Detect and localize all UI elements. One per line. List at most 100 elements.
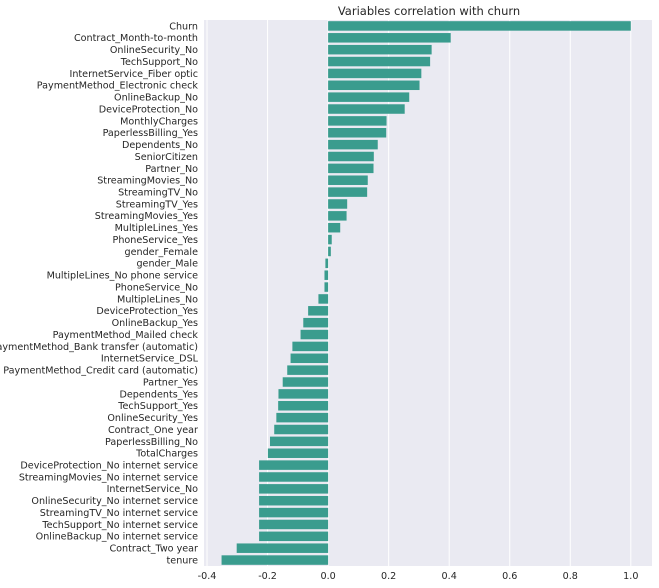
bar [328,139,378,150]
category-label: TechSupport_No internet service [41,520,198,531]
bar [328,92,410,102]
bar [292,341,329,352]
bar [328,175,368,185]
x-tick-label: 1.0 [623,571,638,582]
category-label: StreamingTV_No internet service [40,508,198,519]
category-label: MultipleLines_Yes [115,223,198,234]
category-label: Contract_Two year [109,544,198,555]
category-label: PaymentMethod_Credit card (automatic) [3,366,198,377]
bar [328,211,347,221]
category-label: InternetService_DSL [101,354,199,365]
bar [328,163,374,174]
bar [276,412,329,423]
category-label: MultipleLines_No phone service [47,271,199,282]
bar [259,472,329,482]
category-label: PhoneService_Yes [113,235,198,246]
bar [259,519,329,530]
category-label: Dependents_No [122,140,198,151]
category-label: Contract_Month-to-month [74,33,198,44]
bar [308,306,329,316]
bar [259,460,329,470]
bar [328,246,331,257]
category-label: DeviceProtection_No [99,104,198,115]
bar [328,199,348,209]
bar [278,401,329,411]
bar [282,377,329,387]
bar [287,365,329,375]
bar [328,234,332,245]
category-label: PaymentMethod_Electronic check [37,81,199,92]
bar [300,329,329,340]
bar [267,448,329,458]
bars [221,21,631,565]
bar [325,258,329,269]
bar [328,21,631,31]
category-label: PhoneService_No [115,282,198,293]
bar [259,484,329,494]
category-label: MultipleLines_No [117,294,198,305]
category-label: StreamingMovies_Yes [95,211,198,222]
x-tick-label: -0.4 [198,571,217,582]
category-label: gender_Male [136,259,198,270]
category-label: StreamingTV_Yes [116,199,198,210]
x-tick-label: -0.2 [258,571,277,582]
category-label: Churn [169,21,198,32]
category-label: PaperlessBilling_No [105,437,198,448]
bar [328,116,387,126]
bar [290,353,329,364]
bar [259,531,329,542]
category-label: PaymentMethod_Bank transfer (automatic) [0,342,198,353]
category-label: Contract_One year [108,425,198,436]
bar [274,424,329,435]
x-tick-labels: -0.4 -0.2 0.0 0.2 0.4 0.6 0.8 1.0 [198,571,639,582]
category-label: MonthlyCharges [120,116,198,127]
category-label: InternetService_No [107,484,199,495]
category-label: Dependents_Yes [120,389,198,400]
x-tick-label: 0.0 [320,571,335,582]
category-label: StreamingMovies_No [97,176,198,187]
category-label: DeviceProtection_Yes [96,306,198,317]
bar [318,294,329,304]
bar [324,270,329,280]
category-label: tenure [167,555,199,566]
bar [328,128,387,138]
bar [328,104,405,114]
category-label: StreamingMovies_No internet service [19,472,198,483]
chart-title: Variables correlation with churn [338,4,520,18]
category-label: OnlineBackup_Yes [112,318,198,329]
bar [269,436,329,447]
bar [328,68,422,79]
bar [328,187,368,197]
category-label: OnlineBackup_No [114,93,198,104]
category-label: gender_Female [125,247,199,258]
bar [303,317,329,328]
category-label: OnlineBackup_No internet service [36,532,198,543]
bar [259,507,329,518]
category-label: TechSupport_No [120,57,198,68]
category-label: PaymentMethod_Mailed check [53,330,199,341]
category-label: TechSupport_Yes [117,401,198,412]
bar [236,543,329,553]
category-label: OnlineSecurity_No [110,45,198,56]
category-label: TotalCharges [135,449,198,460]
bar [259,495,329,506]
x-tick-label: 0.8 [563,571,578,582]
bar [328,56,431,67]
bar [324,282,329,292]
bar [328,222,341,233]
category-label: PaperlessBilling_Yes [103,128,198,139]
category-labels: ChurnContract_Month-to-monthOnlineSecuri… [0,21,199,566]
x-tick-label: 0.4 [442,571,457,582]
bar [328,33,451,43]
x-tick-label: 0.6 [502,571,517,582]
x-tick-label: 0.2 [381,571,396,582]
bar [328,151,374,162]
bar [221,555,329,565]
bar [328,44,432,55]
category-label: OnlineSecurity_No internet service [31,496,198,507]
category-label: DeviceProtection_No internet service [20,461,198,472]
category-label: StreamingTV_No [118,188,198,199]
category-label: SeniorCitizen [135,152,198,163]
category-label: Partner_No [145,164,198,175]
